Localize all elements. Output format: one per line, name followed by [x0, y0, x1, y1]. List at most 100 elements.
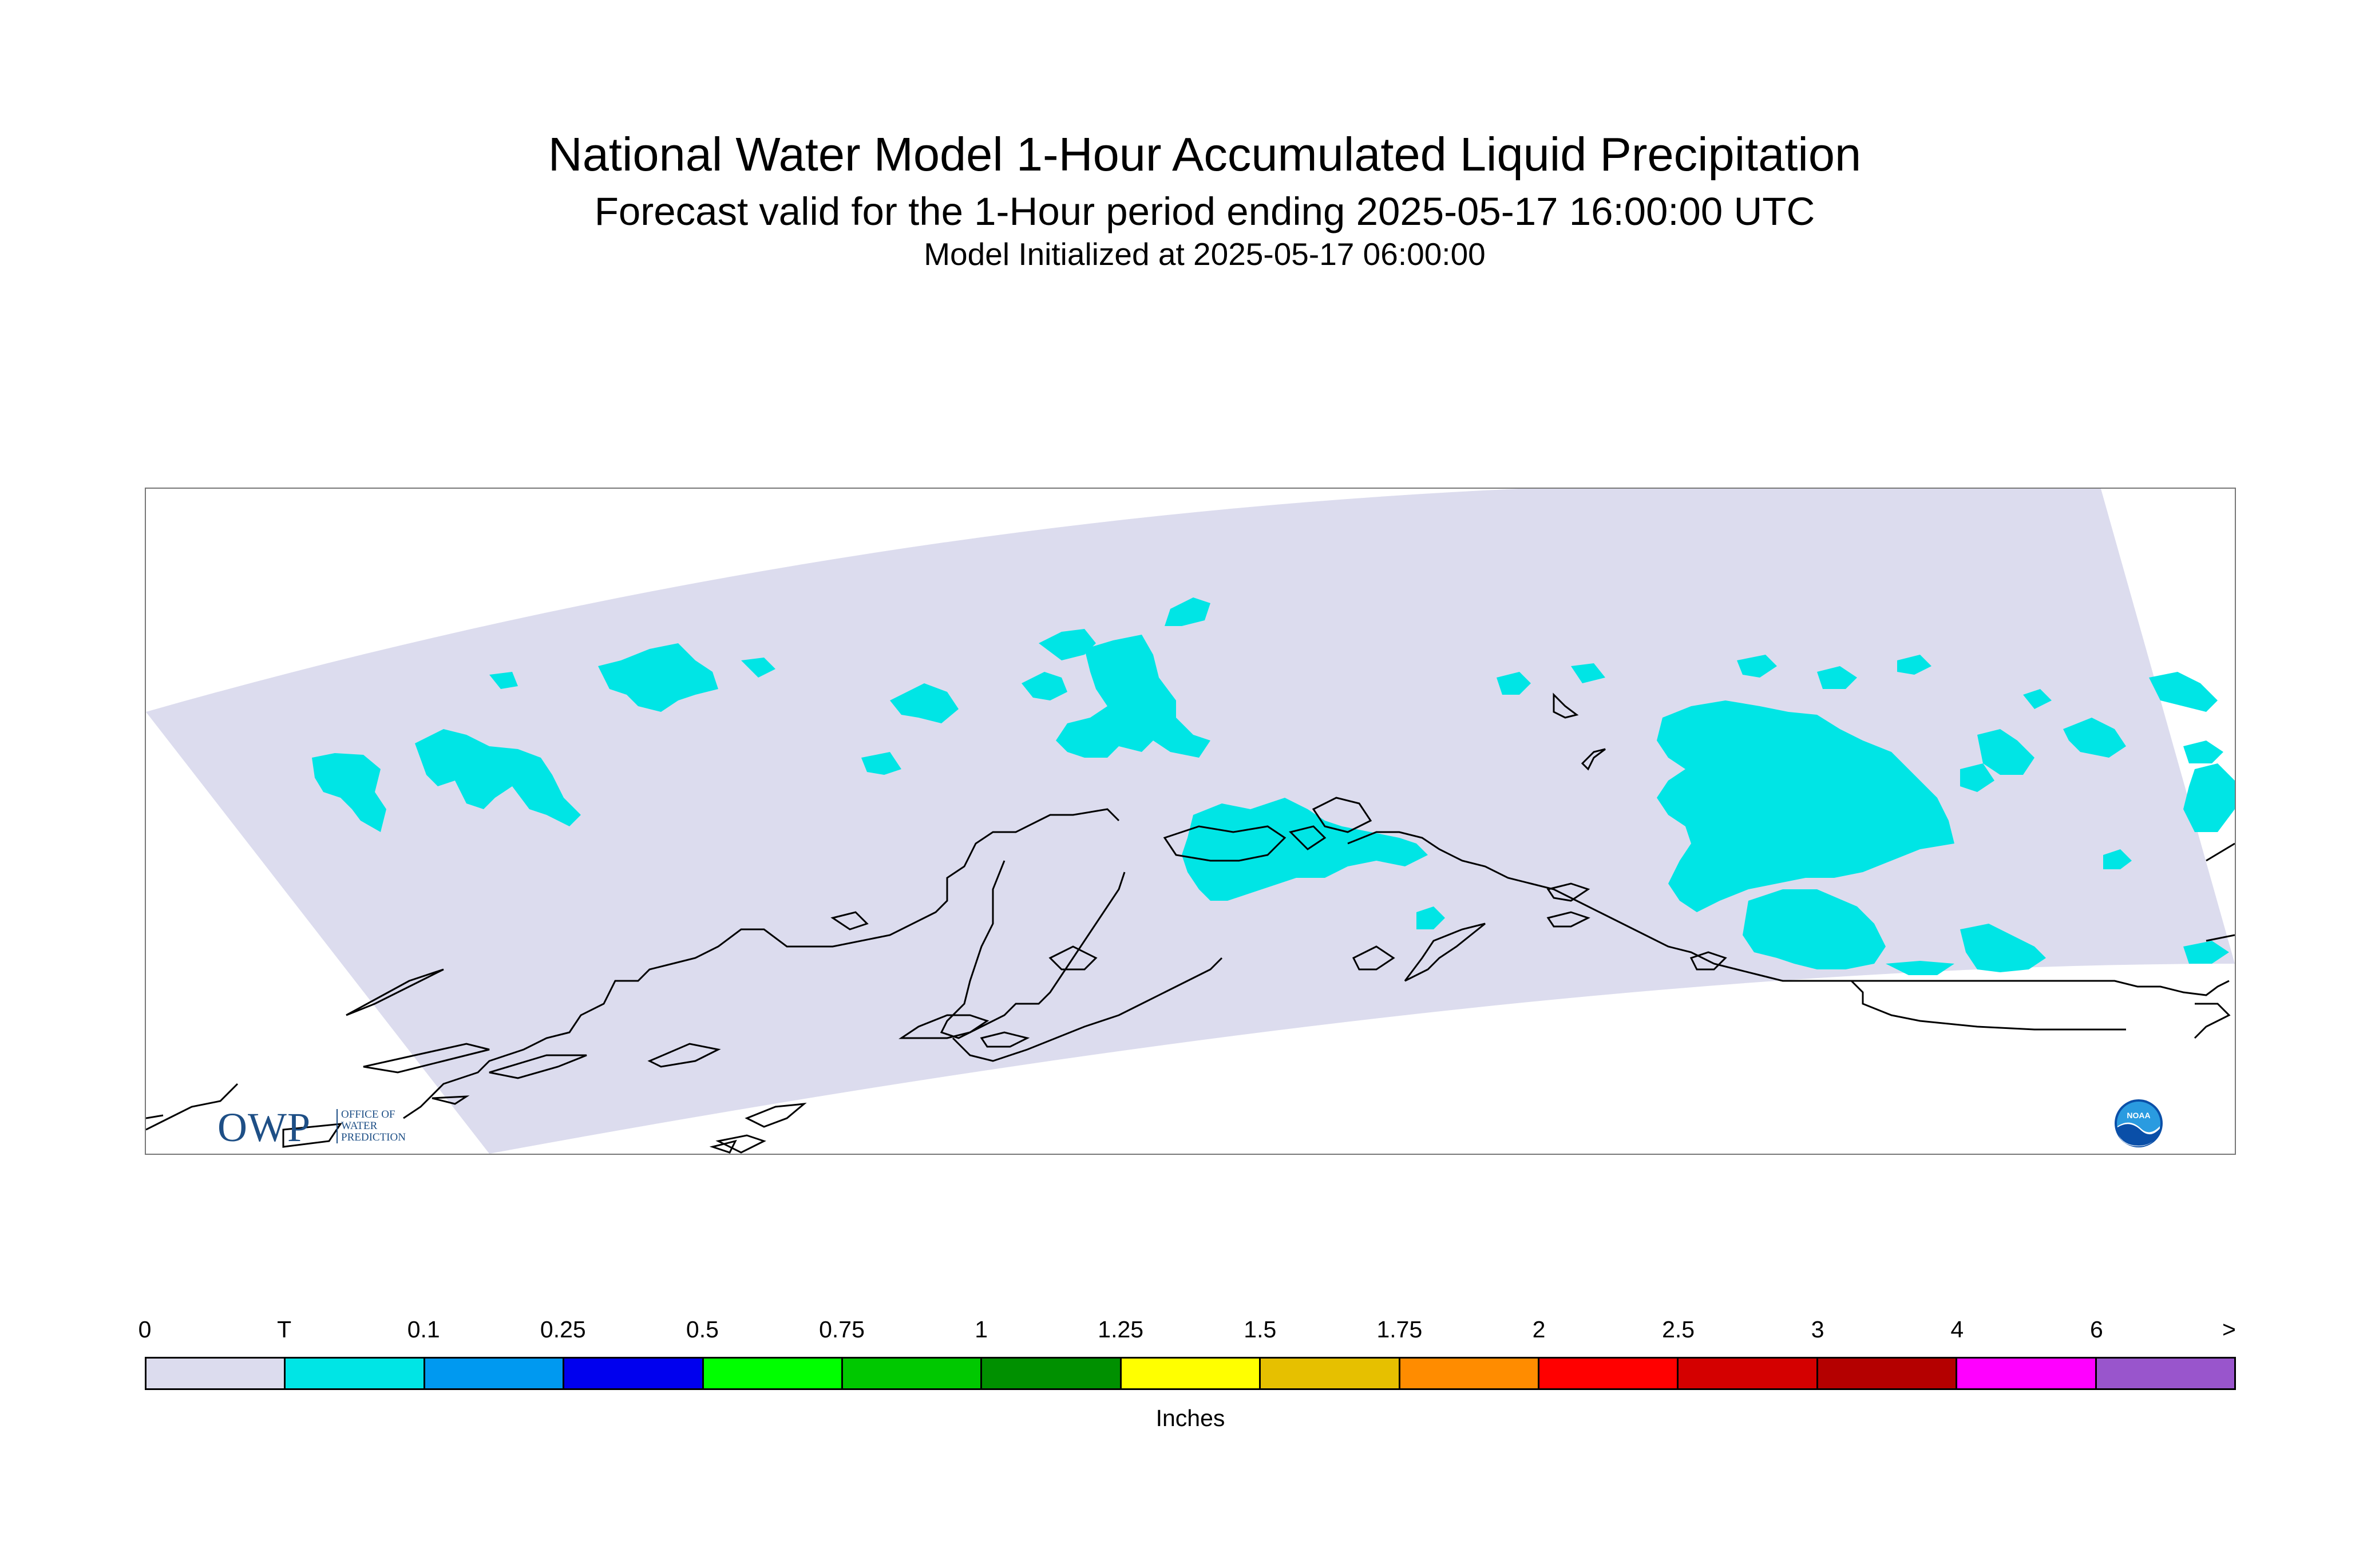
precip-patch — [1897, 655, 1931, 675]
precip-patch — [1416, 906, 1445, 929]
coastline — [1689, 951, 1727, 971]
owp-logo-subtext: OFFICE OF WATER PREDICTION — [337, 1109, 406, 1143]
noaa-logo-text: NOAA — [2127, 1111, 2150, 1120]
legend-swatch — [147, 1359, 286, 1388]
precip-patch — [2183, 941, 2229, 964]
precip-patch — [2183, 741, 2223, 763]
precip-patch — [2103, 849, 2132, 869]
legend-swatch — [1957, 1359, 2097, 1388]
legend-tick-label: 1.25 — [1098, 1316, 1144, 1343]
init-time-label: Model Initialized at 2025-05-17 06:00:00 — [924, 236, 1486, 272]
legend-swatch — [1539, 1359, 1679, 1388]
coastline — [282, 1123, 343, 1148]
legend-swatch — [564, 1359, 704, 1388]
precip-patch — [489, 672, 518, 689]
legend-swatch — [1261, 1359, 1400, 1388]
precipitation-map — [146, 489, 2235, 1154]
coastline — [745, 1103, 807, 1128]
coastline — [1352, 945, 1395, 971]
precip-patch — [598, 643, 718, 712]
precip-patch — [741, 658, 775, 678]
color-legend: 0 T 0.1 0.25 0.5 0.75 1 1.25 1.5 1.75 2 2.5 3 4 6 > Inc… — [138, 1316, 2236, 1431]
precip-patch — [1165, 597, 1210, 626]
map-panel — [145, 488, 2236, 1155]
coastline — [940, 860, 1126, 1039]
legend-tick-label: 2 — [1532, 1316, 1546, 1343]
coastline — [1048, 945, 1098, 971]
legend-swatch — [2096, 1359, 2235, 1388]
coastline — [403, 808, 1120, 1119]
precip-patch — [1851, 803, 1886, 826]
precip-patch — [1977, 729, 2034, 775]
legend-swatch — [1121, 1359, 1261, 1388]
precip-patch — [1039, 629, 1096, 660]
legend-swatch — [982, 1359, 1122, 1388]
chart-title: National Water Model 1-Hour Accumulated … — [548, 128, 1862, 181]
precip-patch — [1571, 663, 1605, 683]
precip-patches — [312, 597, 2235, 975]
precip-patch — [415, 729, 581, 826]
legend-tick-label: 1.5 — [1244, 1316, 1277, 1343]
legend-tick-label: 0.75 — [819, 1316, 865, 1343]
coastline — [363, 1043, 490, 1074]
coastline — [952, 957, 1223, 1062]
precip-patch — [1497, 672, 1531, 695]
coastline — [1553, 692, 1579, 719]
coastline — [830, 911, 869, 930]
coastline — [2206, 934, 2235, 942]
legend-swatch — [286, 1359, 425, 1388]
legend-swatch — [1400, 1359, 1540, 1388]
coastline — [1850, 980, 2126, 1031]
coastline — [432, 1095, 470, 1105]
precip-patch — [1056, 635, 1210, 758]
coastline — [146, 1083, 239, 1131]
coastline — [715, 1134, 766, 1154]
precip-patch — [2183, 763, 2235, 832]
legend-color-bar — [145, 1357, 2236, 1390]
coastline — [1404, 922, 1486, 982]
precip-patch — [2149, 672, 2218, 712]
precip-patch — [861, 752, 901, 775]
legend-tick-label: 6 — [2089, 1316, 2103, 1343]
coastline — [709, 1139, 737, 1154]
coastline — [647, 1043, 721, 1068]
legend-tick-label: 0 — [138, 1316, 152, 1343]
chart-subtitle: Forecast valid for the 1-Hour period end… — [594, 189, 1815, 233]
legend-tick-labels: 0 T 0.1 0.25 0.5 0.75 1 1.25 1.5 1.75 2 2.5 3 4 6 > — [138, 1316, 2236, 1351]
legend-tick-label: 1.75 — [1376, 1316, 1423, 1343]
legend-tick-label: > — [2222, 1316, 2236, 1343]
coastline — [980, 1031, 1030, 1048]
coastline — [146, 1114, 164, 1119]
precip-patch — [1657, 700, 1954, 912]
coastline — [898, 1014, 989, 1039]
precip-patch — [1817, 666, 1857, 689]
legend-tick-label: 0.25 — [540, 1316, 586, 1343]
legend-tick-label: 2.5 — [1662, 1316, 1695, 1343]
precip-patch — [2023, 689, 2052, 709]
legend-tick-label: 3 — [1811, 1316, 1824, 1343]
owp-logo-text: OWP — [217, 1104, 311, 1150]
precip-patch — [1960, 763, 1994, 792]
coastline — [1163, 825, 1287, 862]
coastline — [346, 968, 444, 1016]
legend-tick-label: 1 — [975, 1316, 988, 1343]
legend-swatch — [1818, 1359, 1958, 1388]
legend-tick-label: 0.1 — [407, 1316, 440, 1343]
coastline — [1312, 797, 1372, 833]
legend-swatch — [1679, 1359, 1818, 1388]
legend-swatch — [425, 1359, 565, 1388]
coastline — [1581, 748, 1606, 771]
precip-patch — [312, 753, 386, 832]
precip-patch — [1886, 961, 1954, 975]
legend-tick-label: T — [277, 1316, 292, 1343]
legend-unit-label: Inches — [1155, 1405, 1225, 1431]
coastlines — [146, 692, 2235, 1154]
noaa-logo: NOAA — [2115, 1099, 2163, 1147]
legend-tick-label: 4 — [1950, 1316, 1964, 1343]
precip-patch — [1960, 924, 2046, 972]
precip-patch — [890, 683, 959, 723]
precip-patch — [1022, 672, 1067, 700]
coastline — [1289, 825, 1327, 850]
legend-swatch — [703, 1359, 844, 1388]
precip-patch — [1743, 889, 1886, 969]
